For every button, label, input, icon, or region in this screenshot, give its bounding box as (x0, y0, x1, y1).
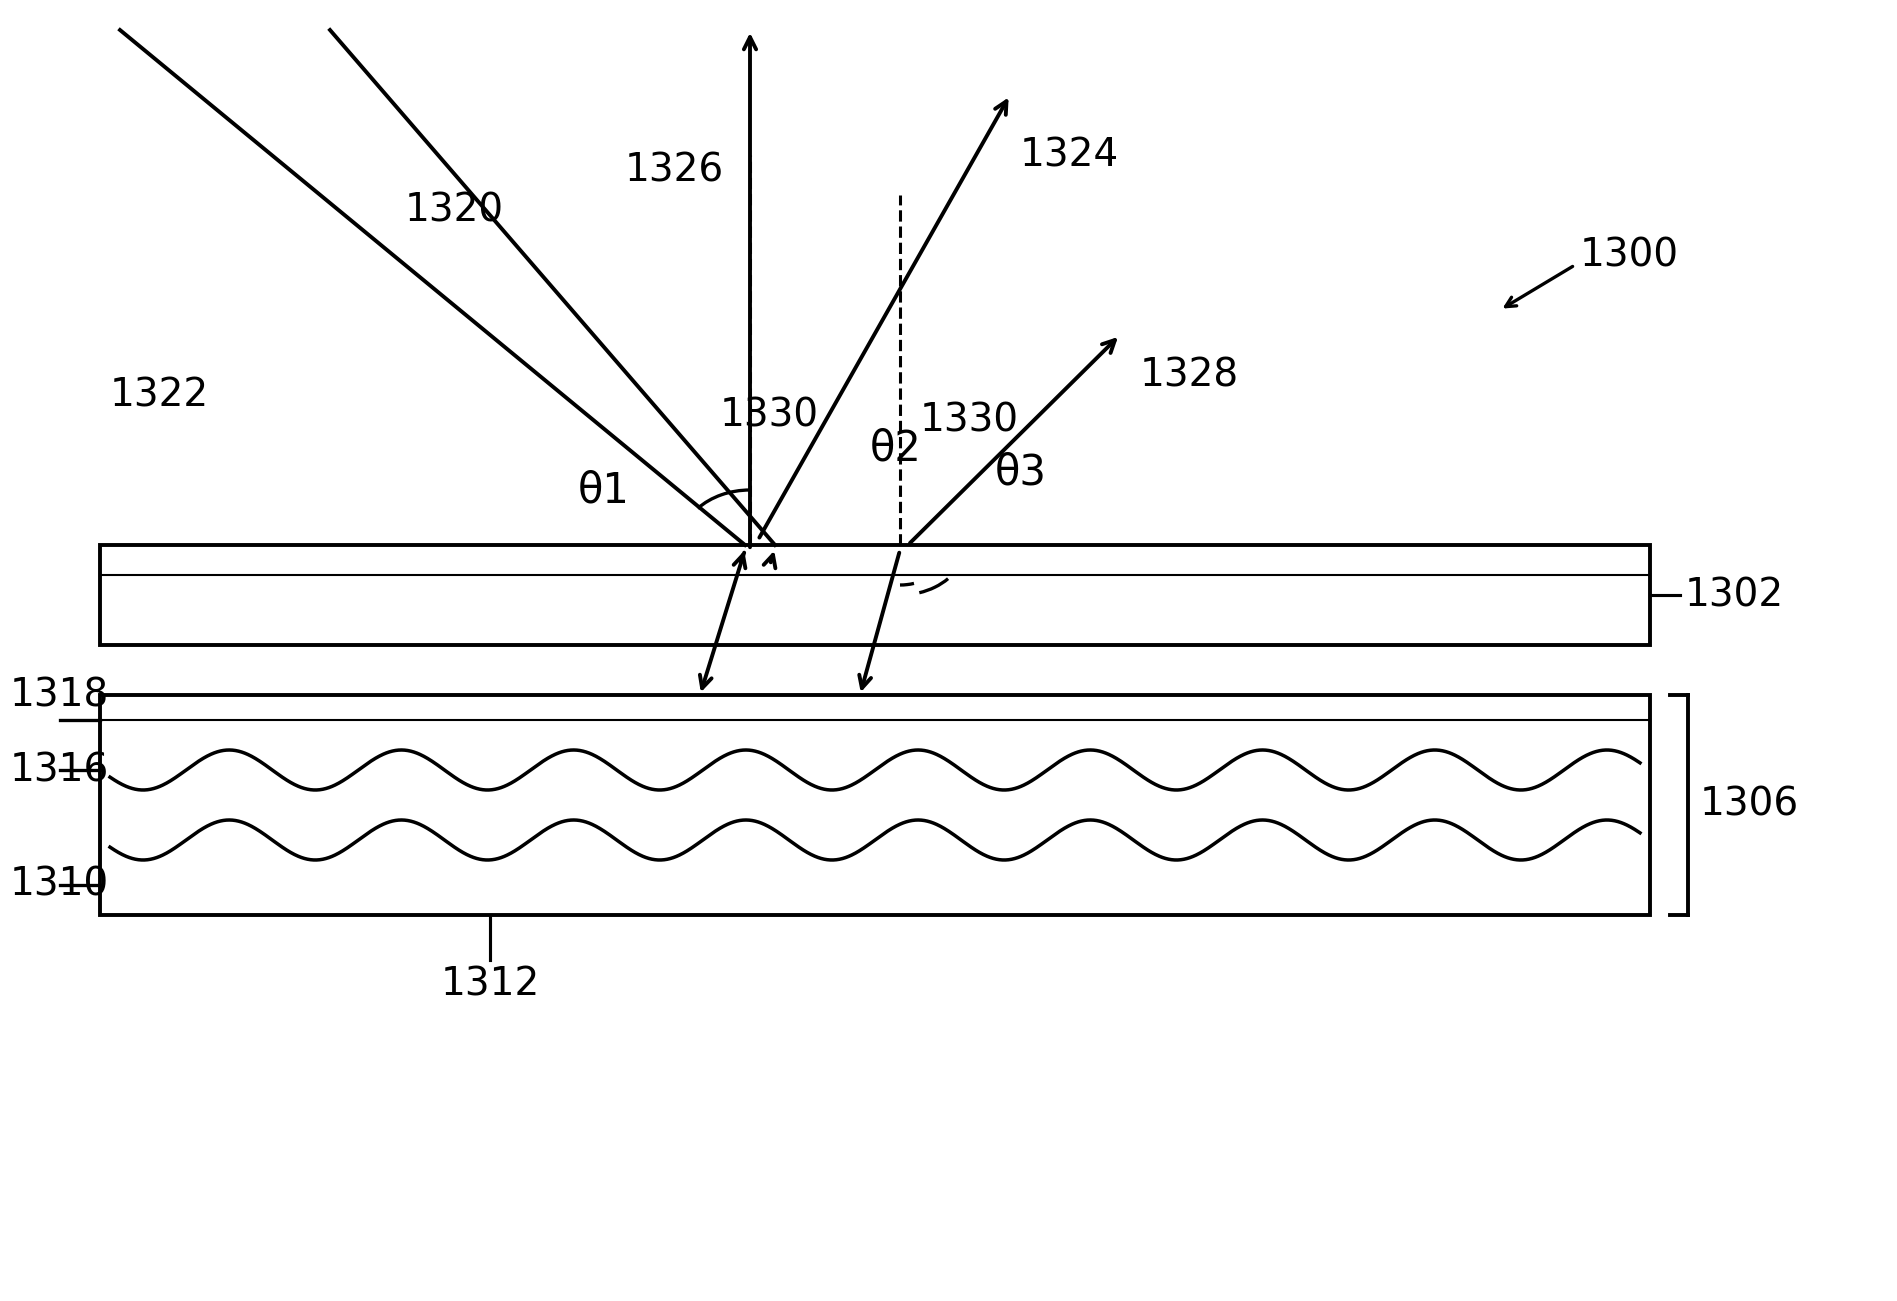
Text: 1324: 1324 (1021, 137, 1119, 174)
Bar (101, 695, 1650, 915)
Text: 1320: 1320 (404, 191, 505, 229)
Bar (101, 545, 1650, 645)
Text: 1306: 1306 (1700, 786, 1798, 824)
Text: θ2: θ2 (871, 427, 922, 468)
Text: 1322: 1322 (110, 376, 209, 414)
Text: 1326: 1326 (624, 151, 725, 189)
Text: 1330: 1330 (920, 401, 1019, 438)
Text: θ3: θ3 (996, 451, 1047, 493)
Text: 1302: 1302 (1685, 576, 1783, 614)
Text: 1330: 1330 (721, 396, 820, 435)
Text: 1318: 1318 (9, 677, 110, 714)
Text: θ1: θ1 (579, 468, 630, 511)
Text: 1316: 1316 (9, 751, 110, 788)
Text: 1310: 1310 (9, 866, 110, 904)
Text: 1300: 1300 (1580, 235, 1679, 275)
Text: 1312: 1312 (440, 967, 539, 1004)
Text: 1328: 1328 (1140, 356, 1239, 394)
